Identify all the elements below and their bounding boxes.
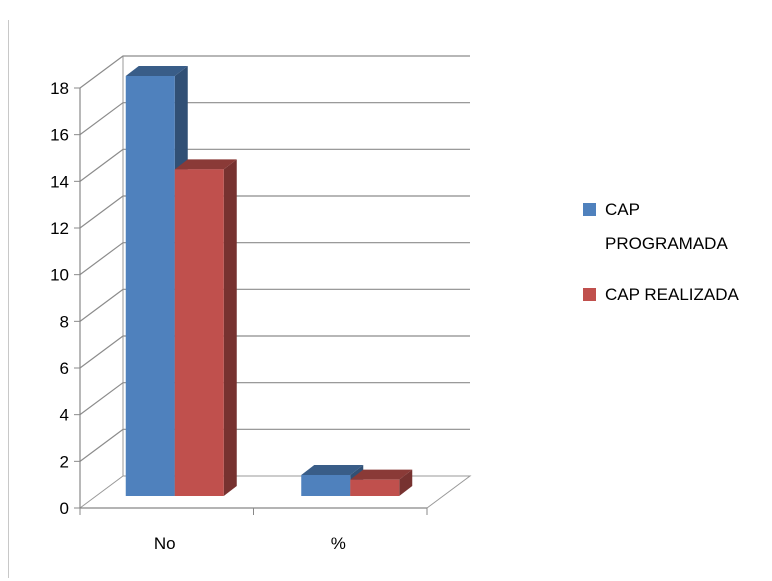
gridline xyxy=(79,382,470,416)
floor-outline xyxy=(79,475,472,509)
legend-label: CAP xyxy=(605,200,640,219)
y-tick-label: 6 xyxy=(60,359,69,378)
bar-side xyxy=(223,159,237,497)
gridline xyxy=(79,55,470,89)
y-tick-label: 16 xyxy=(50,126,69,145)
y-tick-label: 0 xyxy=(60,499,69,518)
gridline xyxy=(79,148,470,182)
gridline xyxy=(79,335,470,369)
bar xyxy=(125,66,188,496)
legend-label: PROGRAMADA xyxy=(605,234,728,253)
axes xyxy=(74,87,428,515)
bar-top xyxy=(174,159,237,170)
y-tick-label: 2 xyxy=(60,452,69,471)
y-tick-labels: 0 2 4 6 8 10 12 14 16 18 xyxy=(50,79,69,518)
x-tick-labels: No% xyxy=(154,534,346,553)
bar-front xyxy=(350,479,400,496)
bar xyxy=(174,159,237,497)
y-tick-label: 10 xyxy=(50,266,69,285)
y-tick-label: 12 xyxy=(50,219,69,238)
legend: CAP PROGRAMADA CAP REALIZADA xyxy=(583,200,740,304)
gridlines xyxy=(79,55,470,462)
y-tick-label: 8 xyxy=(60,312,69,331)
legend-label: CAP REALIZADA xyxy=(605,285,740,304)
gridline xyxy=(79,428,470,462)
bar-front xyxy=(125,76,175,496)
chart-walls xyxy=(79,56,472,509)
y-tick-label: 18 xyxy=(50,79,69,98)
bar-side xyxy=(399,469,413,496)
bar-front xyxy=(174,169,224,497)
bar-front xyxy=(301,475,351,496)
gridline xyxy=(79,102,470,136)
bar-top xyxy=(125,66,188,76)
gridline xyxy=(79,288,470,322)
bar-top xyxy=(301,465,364,475)
y-tick-label: 14 xyxy=(50,172,69,191)
bars xyxy=(125,66,413,497)
legend-swatch xyxy=(583,288,596,301)
x-tick-label: No xyxy=(154,534,176,553)
gridline xyxy=(79,242,470,276)
bar-top xyxy=(350,469,413,480)
y-tick-label: 4 xyxy=(60,406,69,425)
bar xyxy=(350,469,413,496)
gridline xyxy=(79,195,470,229)
legend-swatch xyxy=(583,203,596,216)
x-tick-label: % xyxy=(331,534,346,553)
